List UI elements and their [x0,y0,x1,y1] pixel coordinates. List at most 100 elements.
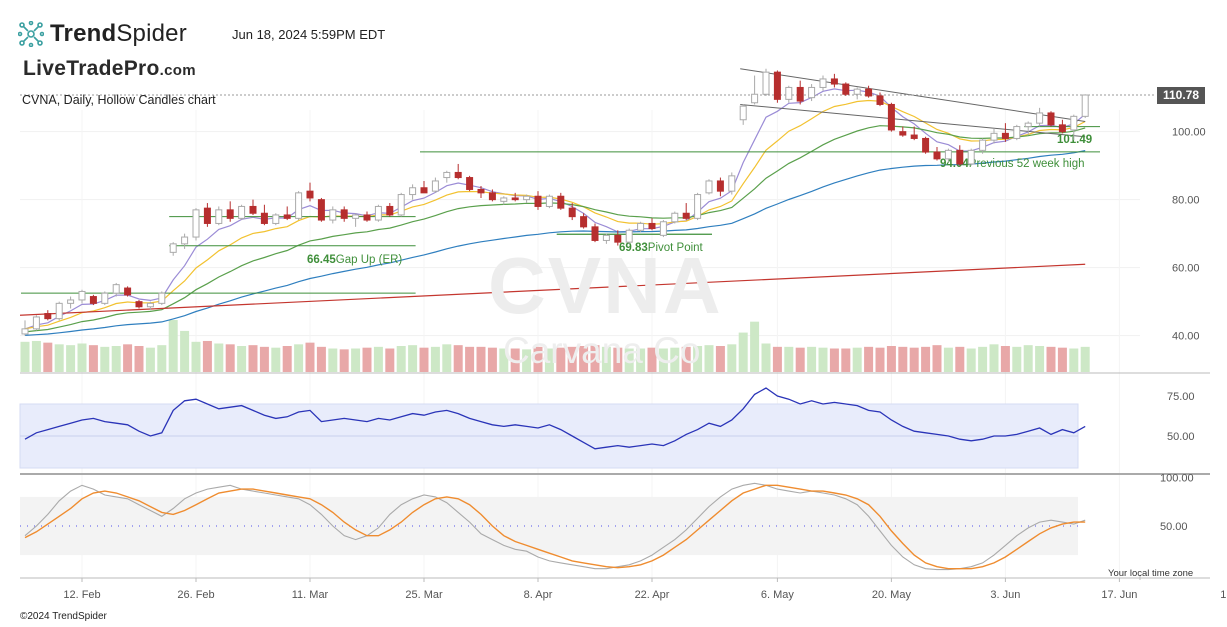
volume-bar [202,340,212,372]
price-tick-label: 60.00 [1172,263,1200,275]
time-tick-label: 3. Jun [990,589,1020,601]
volume-bar [852,347,862,372]
candle-body [340,209,348,219]
candle-body [853,88,861,95]
time-tick-label: 6. May [761,589,795,601]
candle-body [249,205,257,214]
volume-bar [829,348,839,372]
candle-body [1013,126,1021,139]
candle-body [808,86,816,99]
volume-bar [841,348,851,372]
volume-bar [305,342,315,372]
volume-bar [351,348,361,372]
volume-bar [180,330,190,372]
volume-bar [1046,346,1056,372]
volume-bar [214,343,224,372]
volume-bar [921,346,931,372]
candle-body [762,71,770,95]
time-tick-label: 25. Mar [405,589,443,601]
last-price-badge: 110.78 [1157,87,1205,104]
candle-body [568,207,576,218]
logo-text-light: Spider [116,20,187,47]
stoch-k-line [24,482,1086,571]
candle-body [431,180,439,192]
volume-bar [750,321,760,372]
volume-bar [978,346,988,372]
candle-body [728,175,736,192]
volume-bar [533,346,543,372]
candles-layer [21,68,1089,336]
volume-bar [191,341,201,372]
candle-body [112,284,120,294]
volume-bar [419,347,429,372]
price-tick-label: 80.00 [1172,195,1200,207]
candle-body [990,132,998,141]
volume-bar [396,346,406,372]
volume-bar [465,346,475,372]
candle-body [101,292,109,304]
candle-body [751,93,759,104]
volume-bar [123,344,133,372]
volume-bar [943,347,953,372]
level-value: 69.83 [619,242,648,254]
candle-body [181,236,189,245]
candle-body [443,171,451,179]
volume-bar [693,346,703,372]
candle-body [1058,124,1066,133]
volume-bar [1012,346,1022,372]
level-label: 94.04Previous 52 week high [940,158,1085,170]
company-watermark: Carvana Co [503,330,701,371]
stoch-band [20,496,1078,556]
volume-bar [658,348,668,372]
candle-body [215,209,223,224]
candle-body [705,180,713,194]
volume-bar [1035,346,1045,372]
livetradepro-main: LiveTradePro [23,57,160,80]
volume-bar [442,344,452,372]
level-label: 101.49 [1057,134,1092,146]
volume-bar [795,347,805,372]
candle-body [21,328,29,335]
level-value: 66.45 [307,254,336,266]
volume-bar [476,346,486,372]
candle-body [1081,94,1089,117]
candle-body [933,151,941,160]
candle-body [477,188,485,194]
time-tick-label: 22. Apr [635,589,670,601]
candle-body [910,134,918,139]
candle-body [146,302,154,308]
candle-body [78,290,86,301]
volume-bar [145,347,155,372]
volume-bar [510,348,520,372]
rsi-tick-label: 75.00 [1167,391,1195,403]
volume-bar [373,346,383,372]
candle-body [580,216,588,228]
candle-body [374,205,382,221]
volume-bar [909,347,919,372]
volume-bar [282,346,292,372]
volume-bar [966,348,976,372]
volume-bar [43,342,53,372]
candle-body [614,234,622,243]
volume-bar [225,344,235,372]
copyright: ©2024 TrendSpider [20,611,107,622]
level-label: 69.83Pivot Point [619,242,704,254]
candle-body [89,296,97,304]
volume-bar [237,346,247,372]
candle-body [944,149,952,160]
livetradepro-logo: LiveTradePro.com [23,57,196,81]
candle-body [819,78,827,88]
moving-average-line [24,125,1086,333]
volume-bar [328,348,338,372]
moving-average-line [24,99,1086,330]
volume-bar [590,345,600,372]
candle-body [500,197,508,202]
candle-body [124,287,132,296]
volume-bar [54,344,64,372]
time-tick-label: 17. Jun [1101,589,1137,601]
candle-body [67,299,75,304]
volume-bar [544,348,554,372]
volume-bar [271,347,281,372]
level-value: 94.04 [940,158,969,170]
volume-bar [601,346,611,372]
